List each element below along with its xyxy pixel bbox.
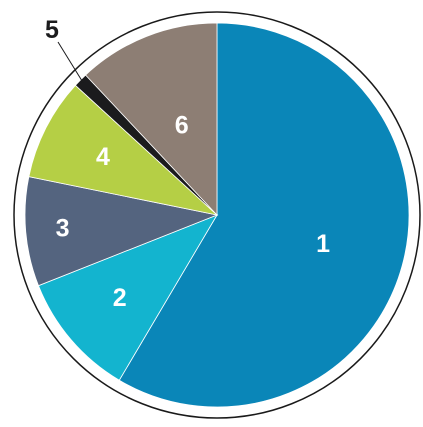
pie-slices [24, 22, 410, 408]
slice-label-6: 6 [175, 112, 189, 140]
pie-slice-6 [85, 22, 218, 217]
pie-slice-1 [118, 22, 410, 408]
slice-label-2: 2 [113, 284, 127, 312]
pie-slice-2 [37, 214, 218, 381]
pie-slice-3 [24, 176, 219, 287]
slice-label-1: 1 [316, 230, 330, 258]
slice-5-leader-line [57, 41, 84, 84]
slice-label-4: 4 [96, 143, 110, 171]
slice-label-5: 5 [45, 16, 59, 44]
pie-labels: 1 2 3 4 5 6 [45, 16, 330, 312]
pie-slice-4 [28, 84, 219, 216]
slice-label-3: 3 [56, 215, 70, 243]
